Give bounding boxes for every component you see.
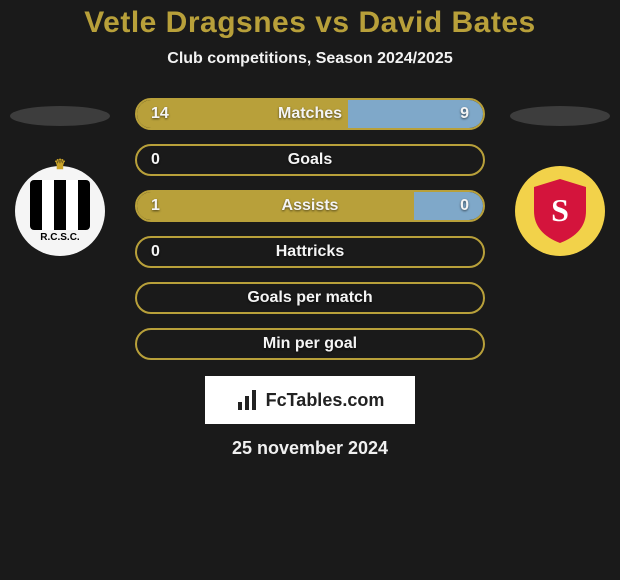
stat-label: Goals per match [137,289,483,307]
stat-label: Goals [137,151,483,169]
shield-icon: S [530,177,590,245]
stat-label: Assists [137,197,483,215]
stat-value-right: 0 [460,197,469,215]
stat-bar: Hattricks0 [135,236,485,268]
player-shadow-left [10,106,110,126]
stat-label: Hattricks [137,243,483,261]
fctables-logo: FcTables.com [205,376,415,424]
left-club-badge: ♛ R.C.S.C. [15,166,105,256]
stat-value-left: 0 [151,151,160,169]
stat-bar: Assists1 0 [135,190,485,222]
stat-value-left: 0 [151,243,160,261]
stat-bar: Min per goal [135,328,485,360]
comparison-date: 25 november 2024 [0,438,620,459]
club-stripes [30,180,90,230]
left-club-name: R.C.S.C. [40,232,79,243]
left-player-column: ♛ R.C.S.C. [0,98,120,256]
stat-value-left: 1 [151,197,160,215]
stat-bar: Matches14 9 [135,98,485,130]
stat-bars-container: Matches149Goals0Assists10Hattricks0Goals… [135,98,485,360]
comparison-title: Vetle Dragsnes vs David Bates [0,0,620,40]
player-shadow-right [510,106,610,126]
stat-bar: Goals0 [135,144,485,176]
svg-text:S: S [551,192,569,228]
crown-icon: ♛ [54,156,67,173]
stat-label: Min per goal [137,335,483,353]
bar-chart-icon [236,388,260,412]
stat-value-left: 14 [151,105,169,123]
right-player-column: S [500,98,620,256]
stat-label: Matches [137,105,483,123]
stat-value-right: 9 [460,105,469,123]
logo-text: FcTables.com [266,390,385,411]
stat-bar: Goals per match [135,282,485,314]
comparison-content: ♛ R.C.S.C. S Matches149Goals0Assists10Ha… [0,98,620,459]
right-club-badge: S [515,166,605,256]
comparison-subtitle: Club competitions, Season 2024/2025 [0,50,620,68]
